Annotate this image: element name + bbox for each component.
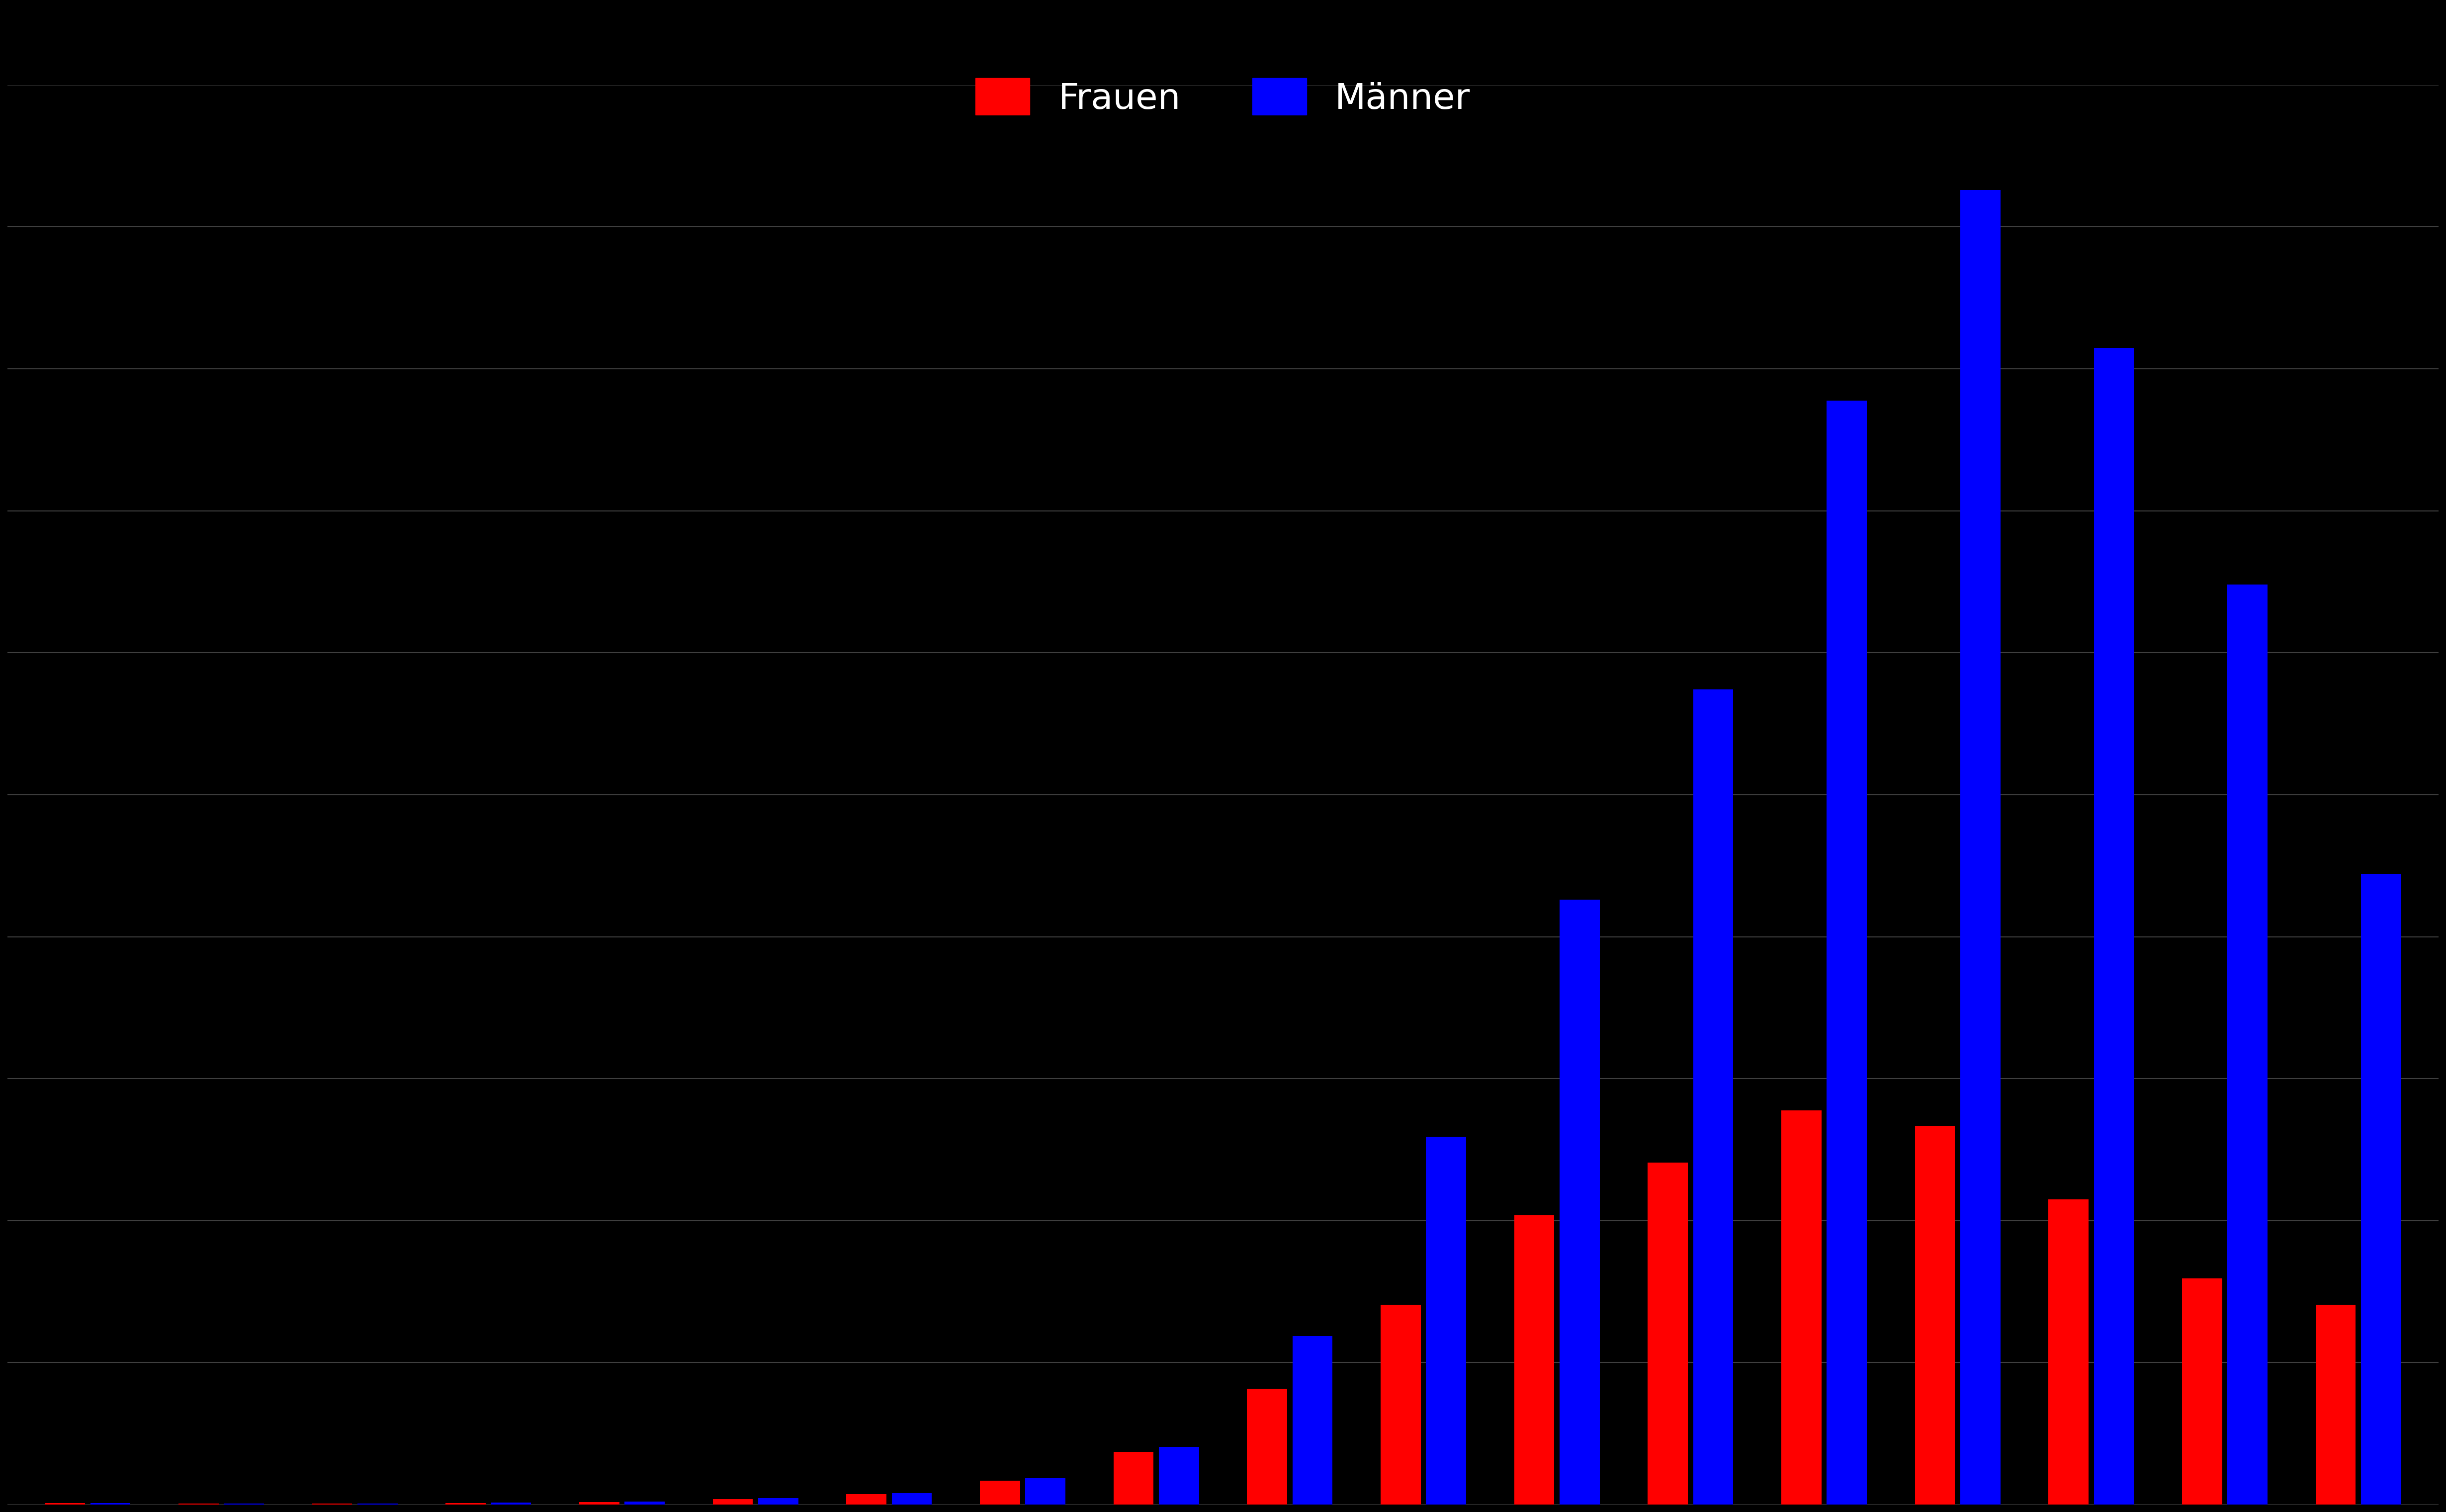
Bar (712, 1500, 753, 1504)
Bar (846, 1494, 885, 1504)
Bar (1113, 1452, 1155, 1504)
Bar (2182, 1279, 2221, 1504)
Bar (1649, 1163, 1688, 1504)
Bar (1915, 1126, 1954, 1504)
Bar (2228, 585, 2267, 1504)
Bar (1025, 1479, 1066, 1504)
Bar (445, 1503, 487, 1504)
Bar (1781, 1110, 1822, 1504)
Bar (624, 1501, 665, 1504)
Bar (758, 1498, 797, 1504)
Bar (2094, 348, 2133, 1504)
Bar (893, 1492, 932, 1504)
Bar (44, 1503, 86, 1504)
Bar (1959, 191, 2001, 1504)
Bar (981, 1480, 1020, 1504)
Bar (1291, 1337, 1333, 1504)
Bar (1426, 1137, 1465, 1504)
Bar (1380, 1305, 1421, 1504)
Bar (1159, 1447, 1199, 1504)
Bar (91, 1503, 130, 1504)
Bar (492, 1503, 531, 1504)
Bar (580, 1501, 619, 1504)
Bar (2360, 874, 2402, 1504)
Bar (1561, 900, 1600, 1504)
Bar (1514, 1216, 1553, 1504)
Bar (1827, 401, 1866, 1504)
Bar (2316, 1305, 2355, 1504)
Bar (1693, 689, 1734, 1504)
Bar (2047, 1199, 2089, 1504)
Legend: Frauen, Männer: Frauen, Männer (959, 60, 1487, 135)
Bar (1247, 1390, 1287, 1504)
